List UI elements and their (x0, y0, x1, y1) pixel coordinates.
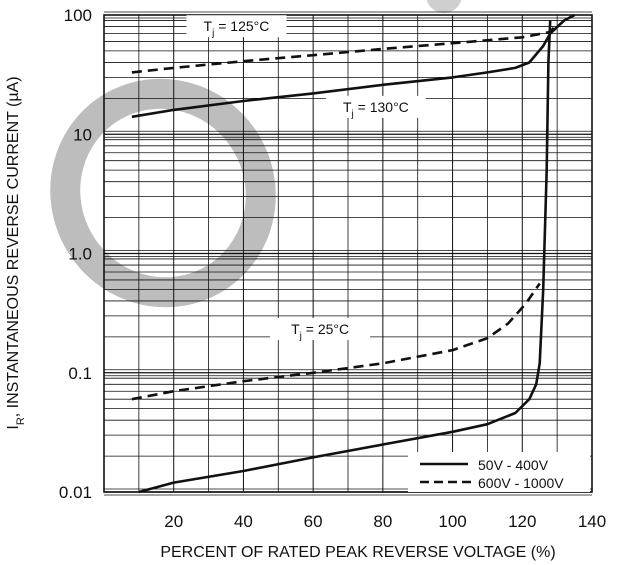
annotation-sub: j (351, 109, 354, 120)
y-axis-label-sub: R (15, 417, 27, 425)
y-tick-label: 0.01 (59, 483, 92, 502)
x-tick-label: 20 (164, 512, 183, 531)
annotation-sub: j (211, 28, 214, 39)
legend-label-solid: 50V - 400V (478, 457, 549, 473)
watermark-blob (426, 0, 462, 13)
y-tick-label: 1.0 (68, 245, 92, 264)
x-tick-label: 80 (373, 512, 392, 531)
annotation-main: T (343, 99, 352, 115)
annotation-label-tj125: Tj = 125°C (204, 18, 270, 39)
x-tick-label: 140 (578, 512, 606, 531)
annotation-label-tj130: Tj = 130°C (343, 99, 409, 120)
y-tick-label: 10 (73, 125, 92, 144)
annotations: Tj = 125°CTj = 130°CTj = 25°C (186, 15, 426, 342)
x-axis-label: PERCENT OF RATED PEAK REVERSE VOLTAGE (%… (160, 544, 555, 561)
legend-box (408, 452, 590, 492)
x-tick-label: 60 (304, 512, 323, 531)
legend: 50V - 400V 600V - 1000V (408, 452, 590, 492)
legend-label-dashed: 600V - 1000V (478, 475, 564, 491)
annotation-label-tj25: Tj = 25°C (291, 321, 349, 342)
y-tick-label: 100 (64, 6, 92, 25)
y-axis-label-rest: , INSTANTANEOUS REVERSE CURRENT (µA) (5, 76, 22, 417)
annotation-sub: j (299, 331, 302, 342)
series-group (131, 13, 576, 494)
annotation-rest: = 130°C (354, 99, 409, 115)
annotation-main: T (291, 321, 300, 337)
annotation-box-tj130 (325, 95, 426, 118)
series-line-0 (131, 27, 555, 74)
x-tick-label: 40 (234, 512, 253, 531)
plot-frame (103, 14, 593, 493)
annotation-rest: = 125°C (214, 18, 269, 34)
grid (104, 11, 592, 496)
y-tick-labels: 100 10 1.0 0.1 0.01 (59, 6, 92, 502)
annotation-rest: = 25°C (302, 321, 349, 337)
x-tick-label: 120 (508, 512, 536, 531)
x-tick-label: 100 (438, 512, 466, 531)
annotation-main: T (204, 18, 213, 34)
y-axis-label-main: I (5, 425, 22, 429)
series-line-3 (138, 20, 552, 494)
y-tick-label: 0.1 (68, 364, 92, 383)
annotation-box-tj25 (270, 317, 371, 340)
series-line-2 (131, 282, 541, 401)
annotation-box-tj125 (186, 15, 287, 38)
y-axis-label: IR, INSTANTANEOUS REVERSE CURRENT (µA) (5, 76, 27, 429)
x-tick-labels: 20 40 60 80 100 120 140 (164, 512, 606, 531)
